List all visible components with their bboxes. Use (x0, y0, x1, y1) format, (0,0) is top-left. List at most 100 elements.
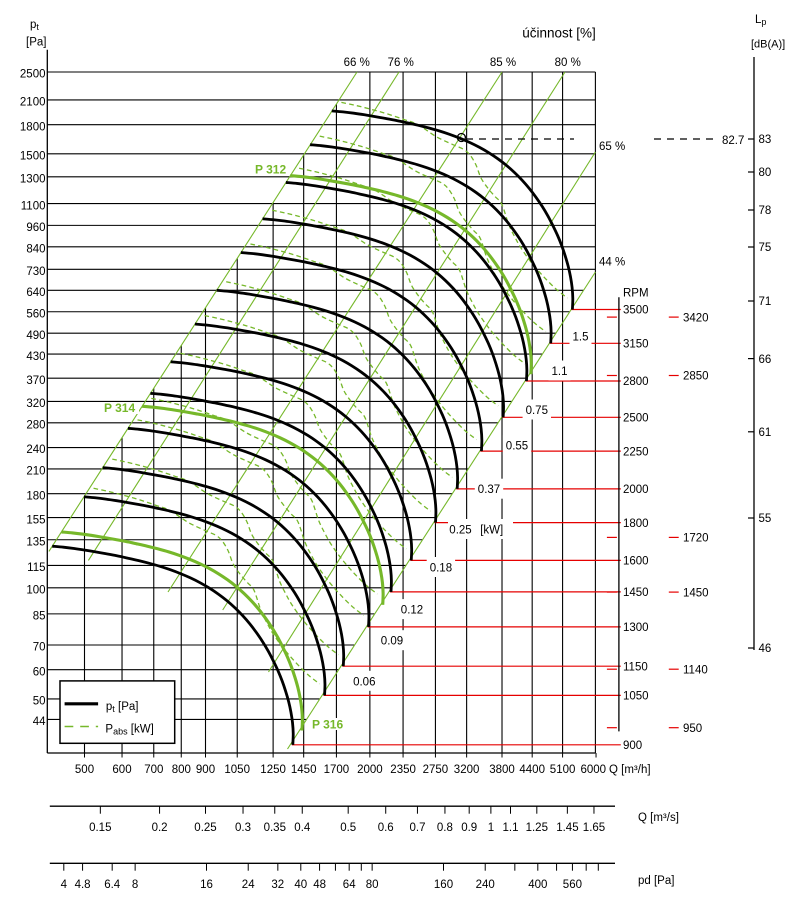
svg-text:1450: 1450 (683, 587, 709, 599)
svg-text:76 %: 76 % (388, 57, 414, 69)
svg-text:0.3: 0.3 (235, 822, 251, 834)
svg-text:2350: 2350 (390, 764, 416, 776)
svg-text:1.45: 1.45 (556, 822, 578, 834)
svg-text:2850: 2850 (683, 371, 709, 383)
svg-text:24: 24 (242, 879, 255, 891)
svg-text:[dB(A)]: [dB(A)] (751, 39, 785, 51)
svg-text:55: 55 (759, 513, 772, 525)
svg-text:Q [m³/h]: Q [m³/h] (609, 764, 651, 776)
svg-text:48: 48 (313, 879, 326, 891)
svg-text:1.25: 1.25 (526, 822, 548, 834)
svg-text:46: 46 (759, 643, 772, 655)
svg-text:1800: 1800 (623, 518, 649, 530)
svg-text:2500: 2500 (20, 69, 46, 81)
svg-text:210: 210 (26, 466, 45, 478)
svg-text:0.6: 0.6 (378, 822, 394, 834)
svg-text:1450: 1450 (623, 587, 649, 599)
svg-text:85 %: 85 % (490, 57, 516, 69)
svg-text:560: 560 (26, 309, 45, 321)
svg-text:1250: 1250 (260, 764, 286, 776)
svg-text:370: 370 (26, 375, 45, 387)
svg-text:490: 490 (26, 330, 45, 342)
svg-text:0.9: 0.9 (461, 822, 477, 834)
svg-text:0.5: 0.5 (340, 822, 356, 834)
svg-text:0.25: 0.25 (449, 525, 471, 537)
svg-text:560: 560 (563, 879, 582, 891)
svg-text:2000: 2000 (623, 484, 649, 496)
svg-text:6.4: 6.4 (104, 879, 121, 891)
svg-text:0.15: 0.15 (89, 822, 111, 834)
svg-text:RPM: RPM (623, 288, 649, 300)
svg-text:P 312: P 312 (255, 163, 286, 177)
svg-text:600: 600 (112, 764, 131, 776)
svg-text:240: 240 (26, 444, 45, 456)
svg-text:5100: 5100 (550, 764, 576, 776)
svg-text:1300: 1300 (623, 622, 649, 634)
svg-text:4: 4 (61, 879, 68, 891)
svg-text:32: 32 (271, 879, 284, 891)
svg-text:800: 800 (172, 764, 191, 776)
svg-text:Q [m³/s]: Q [m³/s] (638, 812, 679, 824)
svg-text:1050: 1050 (224, 764, 250, 776)
svg-text:160: 160 (434, 879, 453, 891)
svg-text:1.65: 1.65 (583, 822, 605, 834)
svg-text:1.5: 1.5 (573, 332, 589, 344)
svg-text:900: 900 (623, 740, 642, 752)
svg-text:3150: 3150 (623, 339, 649, 351)
svg-text:61: 61 (759, 427, 772, 439)
svg-text:115: 115 (27, 562, 45, 574)
svg-text:78: 78 (759, 205, 772, 217)
svg-text:1300: 1300 (20, 174, 46, 186)
svg-text:60: 60 (33, 666, 46, 678)
svg-text:0.37: 0.37 (478, 484, 500, 496)
svg-text:75: 75 (759, 242, 772, 254)
svg-text:64: 64 (343, 879, 356, 891)
svg-text:80: 80 (366, 879, 379, 891)
svg-text:1150: 1150 (623, 661, 648, 673)
svg-text:65 %: 65 % (599, 141, 625, 153)
svg-text:0.25: 0.25 (194, 822, 216, 834)
svg-text:180: 180 (26, 490, 45, 502)
svg-text:2800: 2800 (623, 376, 649, 388)
svg-text:730: 730 (26, 266, 45, 278)
svg-text:44 %: 44 % (599, 257, 625, 269)
svg-text:71: 71 (759, 296, 772, 308)
svg-text:66 %: 66 % (344, 57, 370, 69)
svg-text:44: 44 (33, 716, 46, 728)
svg-text:85: 85 (33, 611, 46, 623)
svg-text:0.35: 0.35 (264, 822, 286, 834)
svg-text:2000: 2000 (357, 764, 383, 776)
svg-text:0.7: 0.7 (410, 822, 426, 834)
svg-text:[Pa]: [Pa] (26, 37, 46, 49)
svg-text:8: 8 (132, 879, 138, 891)
svg-text:1.1: 1.1 (503, 822, 519, 834)
svg-text:1500: 1500 (20, 151, 46, 163)
svg-text:0.09: 0.09 (381, 636, 403, 648)
svg-text:1720: 1720 (683, 533, 709, 545)
svg-text:0.2: 0.2 (152, 822, 168, 834)
svg-text:4400: 4400 (519, 764, 545, 776)
svg-text:1700: 1700 (324, 764, 350, 776)
svg-text:1140: 1140 (683, 664, 708, 676)
svg-text:950: 950 (683, 723, 702, 735)
svg-text:700: 700 (144, 764, 163, 776)
svg-text:100: 100 (26, 585, 45, 597)
svg-text:3420: 3420 (683, 312, 709, 324)
svg-text:70: 70 (33, 642, 46, 654)
svg-text:82.7: 82.7 (722, 135, 744, 147)
svg-text:0.55: 0.55 (506, 441, 528, 453)
svg-text:155: 155 (26, 514, 45, 526)
svg-text:1050: 1050 (623, 691, 649, 703)
svg-text:1450: 1450 (291, 764, 317, 776)
svg-text:320: 320 (26, 398, 45, 410)
svg-text:900: 900 (196, 764, 215, 776)
svg-text:83: 83 (759, 134, 772, 146)
svg-text:účinnost [%]: účinnost [%] (522, 26, 596, 41)
svg-text:840: 840 (26, 244, 45, 256)
svg-text:80 %: 80 % (555, 57, 581, 69)
svg-text:4.8: 4.8 (75, 879, 91, 891)
svg-text:2100: 2100 (20, 97, 46, 109)
svg-text:0.18: 0.18 (430, 563, 452, 575)
svg-text:66: 66 (759, 354, 772, 366)
svg-text:3500: 3500 (623, 305, 649, 317)
